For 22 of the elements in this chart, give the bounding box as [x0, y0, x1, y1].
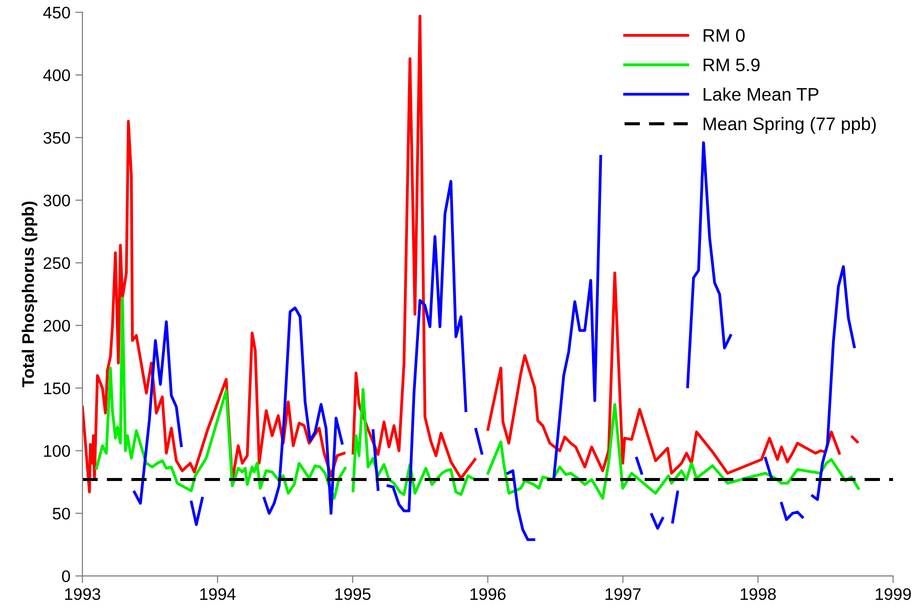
legend-label: Mean Spring (77 ppb) — [704, 116, 876, 134]
y-axis-title: Total Phosphorus (ppb) — [22, 202, 38, 388]
x-tick-label: 1998 — [740, 588, 776, 600]
y-tick-label: 350 — [43, 132, 70, 144]
y-tick-label: 150 — [44, 382, 70, 394]
y-tick-label: 50 — [52, 508, 70, 520]
legend-label: Lake Mean TP — [704, 88, 818, 101]
x-tick-label: 1995 — [335, 588, 370, 600]
y-tick-label: 300 — [43, 194, 70, 206]
y-tick-label: 450 — [43, 6, 70, 19]
x-tick-label: 1993 — [65, 588, 100, 600]
y-tick-label: 200 — [44, 320, 70, 332]
y-tick-label: 250 — [44, 257, 70, 270]
legend-label: RM 0 — [704, 29, 745, 42]
y-tick-label: 0 — [62, 570, 70, 582]
y-tick-label: 100 — [44, 445, 70, 457]
x-tick-label: 1999 — [876, 588, 911, 600]
legend-label: RM 5.9 — [704, 58, 760, 72]
y-tick-label: 400 — [43, 69, 70, 82]
x-tick-label: 1996 — [470, 588, 506, 600]
x-tick-label: 1997 — [606, 588, 641, 600]
x-tick-label: 1994 — [200, 588, 236, 600]
